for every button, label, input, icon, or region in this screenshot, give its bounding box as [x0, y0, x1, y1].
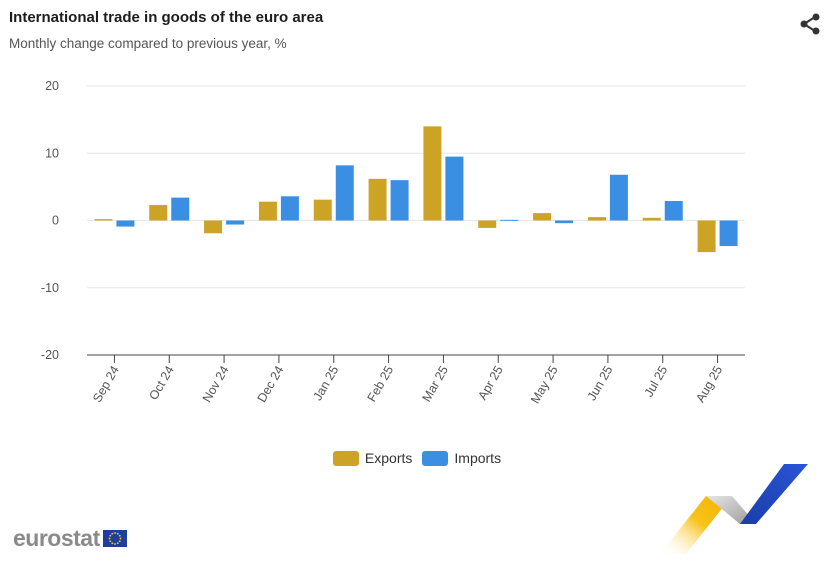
flag-star: [113, 532, 116, 534]
y-tick-label: 20: [45, 79, 59, 93]
x-tick-label: Nov 24: [200, 363, 232, 404]
bar-exports-jul-25[interactable]: [642, 217, 661, 221]
bar-exports-mar-25[interactable]: [423, 126, 442, 221]
flag-star: [111, 532, 113, 535]
flag-star: [109, 540, 111, 543]
x-tick-label: Jan 25: [310, 363, 341, 403]
legend-item-exports[interactable]: Exports: [332, 450, 413, 466]
bar-exports-feb-25[interactable]: [368, 178, 387, 221]
bar-imports-oct-24[interactable]: [171, 197, 190, 221]
x-tick-label: Dec 24: [255, 363, 287, 404]
bar-imports-nov-24[interactable]: [226, 220, 245, 225]
x-tick-label: Feb 25: [365, 363, 397, 404]
share-icon[interactable]: [798, 12, 822, 36]
y-axis-ticks: 20 10 0 -10 -20: [41, 79, 59, 362]
x-tick-label: Aug 25: [693, 363, 725, 404]
bar-exports-jun-25[interactable]: [587, 217, 606, 221]
legend-item-imports[interactable]: Imports: [422, 450, 501, 466]
y-tick-label: -10: [41, 281, 59, 295]
bar-exports-dec-24[interactable]: [258, 201, 277, 221]
bar-exports-apr-25[interactable]: [478, 220, 497, 228]
x-tick-label: May 25: [528, 363, 561, 406]
logo-text: eurostat: [13, 525, 100, 551]
bars: [94, 126, 738, 253]
bar-imports-sep-24[interactable]: [116, 220, 135, 227]
bar-imports-mar-25[interactable]: [445, 156, 464, 221]
bar-imports-jun-25[interactable]: [609, 174, 628, 221]
bar-imports-dec-24[interactable]: [280, 196, 299, 221]
bar-exports-sep-24[interactable]: [94, 219, 113, 221]
legend: Exports Imports: [0, 450, 834, 466]
bar-exports-jan-25[interactable]: [313, 199, 332, 221]
chart-subtitle: Monthly change compared to previous year…: [9, 36, 287, 51]
bar-imports-aug-25[interactable]: [719, 220, 738, 247]
bar-chart: 20 10 0 -10 -20 Sep 24 Oct 24 Nov 24 Dec 24 Jan …: [41, 79, 745, 406]
bar-exports-nov-24[interactable]: [204, 220, 223, 234]
legend-label-imports: Imports: [454, 450, 502, 466]
flag-star: [118, 540, 121, 543]
y-tick-label: -20: [41, 348, 59, 362]
legend-label-exports: Exports: [364, 450, 413, 466]
legend-swatch-exports: [332, 450, 359, 466]
eurostat-logo[interactable]: eurostat: [13, 525, 127, 552]
bar-imports-jan-25[interactable]: [335, 165, 354, 221]
bar-imports-feb-25[interactable]: [390, 180, 409, 221]
ribbon-decoration: [660, 464, 808, 554]
x-tick-label: Sep 24: [90, 363, 122, 404]
x-tick-label: Oct 24: [146, 363, 177, 402]
x-tick-label: Jul 25: [642, 363, 671, 399]
flag-star: [116, 532, 119, 535]
bar-exports-aug-25[interactable]: [697, 220, 716, 253]
flag-star: [109, 534, 111, 537]
x-tick-label: Jun 25: [585, 363, 616, 403]
flag-star: [118, 534, 121, 537]
x-axis: Sep 24 Oct 24 Nov 24 Dec 24 Jan 25 Feb 25 Mar …: [87, 354, 745, 406]
flag-star: [111, 542, 113, 545]
flag-star: [108, 537, 111, 540]
y-tick-label: 0: [52, 214, 59, 228]
bar-exports-may-25[interactable]: [533, 213, 552, 221]
flag-star: [113, 543, 116, 545]
legend-swatch-imports: [422, 450, 449, 466]
y-tick-label: 10: [45, 146, 59, 160]
x-tick-label: Apr 25: [475, 363, 506, 402]
grid-lines: [87, 85, 745, 289]
x-tick-label: Mar 25: [419, 363, 451, 404]
bar-exports-oct-24[interactable]: [149, 205, 168, 221]
bar-imports-may-25[interactable]: [555, 220, 574, 224]
flag-star: [116, 542, 119, 545]
bar-imports-jul-25[interactable]: [664, 200, 683, 221]
chart-title: International trade in goods of the euro…: [9, 9, 324, 26]
flag-star: [119, 537, 122, 540]
bar-imports-apr-25[interactable]: [500, 219, 519, 221]
eu-flag-icon: [102, 530, 127, 547]
